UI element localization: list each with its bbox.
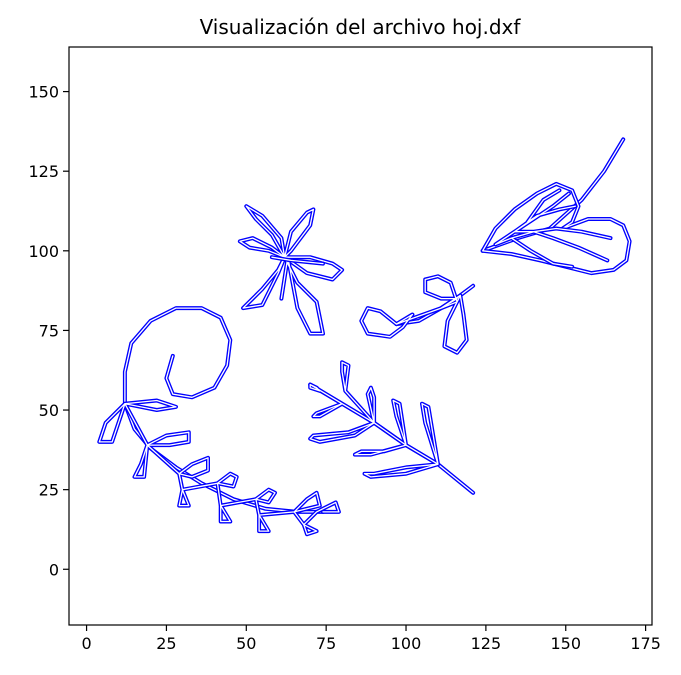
y-tick-label: 150	[28, 83, 59, 102]
drawing-small-branch-leaves	[359, 274, 469, 355]
y-tick-label: 50	[39, 401, 59, 420]
x-tick-label: 150	[550, 634, 581, 653]
axes-frame	[68, 46, 653, 626]
drawing-branch-leaves	[308, 360, 440, 479]
x-tick-label: 125	[471, 634, 502, 653]
y-tick-label: 100	[28, 242, 59, 261]
x-tick-label: 50	[236, 634, 256, 653]
drawing-heart-leaf-veins	[493, 188, 613, 269]
y-tick-label: 125	[28, 162, 59, 181]
drawing-inner-small-branch-leaves	[360, 275, 468, 354]
x-tick-label: 75	[316, 634, 336, 653]
y-tick-label: 0	[49, 560, 59, 579]
x-tick-label: 0	[81, 634, 91, 653]
x-axis: 0 25 50 75 100 125 150 175	[81, 625, 661, 653]
drawing-inner-heart-leaf-veins	[494, 189, 612, 268]
x-tick-label: 175	[630, 634, 661, 653]
drawing-inner-flower-petal-lines	[271, 256, 324, 265]
x-tick-label: 25	[156, 634, 176, 653]
y-axis: 0 25 50 75 100 125 150	[28, 83, 69, 579]
y-tick-label: 25	[39, 481, 59, 500]
drawing-flower-petal-lines	[269, 255, 325, 266]
plot-area	[97, 137, 632, 537]
y-tick-label: 75	[39, 321, 59, 340]
drawing-inner-branch-leaves	[309, 361, 439, 478]
drawing-vine-leaves	[97, 398, 341, 537]
drawing-inner-vine-leaves	[98, 399, 340, 535]
chart-title: Visualización del archivo hoj.dxf	[200, 15, 522, 39]
x-tick-label: 100	[391, 634, 422, 653]
